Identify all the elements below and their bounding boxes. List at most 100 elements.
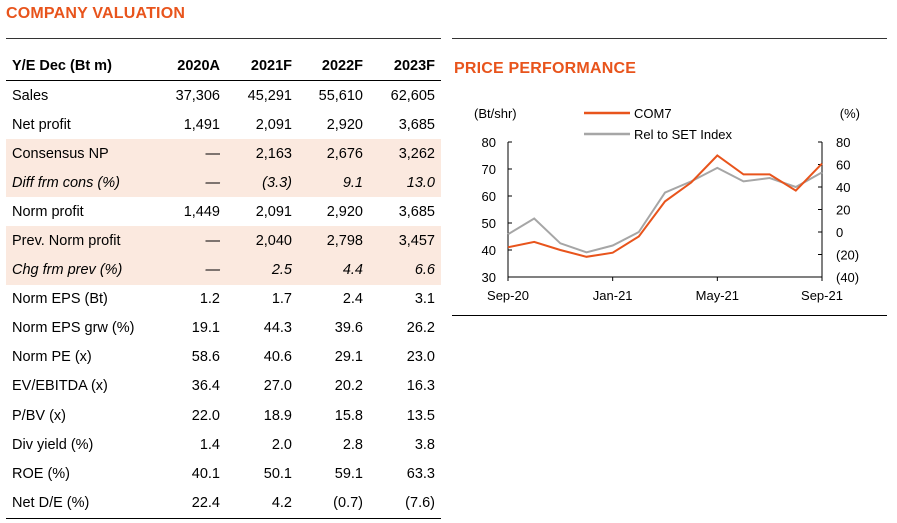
series-line-com7 bbox=[507, 154, 823, 258]
row-label: Net D/E (%) bbox=[12, 494, 90, 511]
row-label: Sales bbox=[12, 87, 49, 104]
row-label: Norm profit bbox=[12, 203, 84, 220]
row-label: Norm EPS grw (%) bbox=[12, 320, 135, 337]
header-label: Y/E Dec (Bt m) bbox=[12, 58, 112, 74]
x-tick-label: Jan-21 bbox=[593, 288, 633, 303]
row-label: P/BV (x) bbox=[12, 407, 66, 424]
header-2021F: 2021F bbox=[250, 58, 292, 74]
row-label: ROE (%) bbox=[12, 465, 70, 482]
y-left-tick-label: 70 bbox=[482, 162, 496, 177]
table-row: Diff frm cons (%) — (3.3) 9.1 13.0 bbox=[6, 168, 441, 198]
table-header-row: Y/E Dec (Bt m) 2020A 2021F 2022F 2023F bbox=[6, 52, 441, 81]
row-value-2022F: 15.8 bbox=[334, 407, 363, 424]
table-row: ROE (%) 40.1 50.1 59.1 63.3 bbox=[6, 459, 441, 488]
row-value-2022F: 2.8 bbox=[342, 436, 363, 453]
x-tick-label: May-21 bbox=[696, 288, 739, 303]
row-value-2021F: 40.6 bbox=[263, 349, 292, 366]
row-label: Prev. Norm profit bbox=[6, 226, 153, 256]
row-value-2022F: 2,920 bbox=[326, 203, 363, 220]
valuation-table: Y/E Dec (Bt m) 2020A 2021F 2022F 2023F S… bbox=[6, 52, 441, 517]
x-tick-label: Sep-21 bbox=[801, 288, 843, 303]
header-2022F: 2022F bbox=[321, 58, 363, 74]
row-value-2020A: 1.2 bbox=[199, 291, 220, 308]
table-row: EV/EBITDA (x) 36.4 27.0 20.2 16.3 bbox=[6, 372, 441, 401]
row-value-2023F: 26.2 bbox=[406, 320, 435, 337]
row-value-2022F: 39.6 bbox=[334, 320, 363, 337]
row-value-2023F: 3,457 bbox=[369, 226, 441, 256]
row-value-2020A: 1,491 bbox=[183, 116, 220, 133]
row-value-2020A: 1.4 bbox=[199, 436, 220, 453]
valuation-top-rule bbox=[6, 38, 441, 39]
table-row: Sales 37,306 45,291 55,610 62,605 bbox=[6, 81, 441, 111]
row-value-2021F: 2.0 bbox=[271, 436, 292, 453]
row-value-2020A: 37,306 bbox=[175, 87, 220, 104]
y-right-tick-label: (40) bbox=[836, 270, 859, 285]
table-row: Net profit 1,491 2,091 2,920 3,685 bbox=[6, 110, 441, 139]
table-row: Prev. Norm profit —2,040 2,798 3,457 bbox=[6, 226, 441, 256]
row-value-2021F: 44.3 bbox=[263, 320, 292, 337]
row-label: Norm PE (x) bbox=[12, 349, 92, 366]
price-chart: 30 40 50 60 70 80 (40) (20) 0 20 40 60 80 Sep-20 Jan-2… bbox=[474, 106, 860, 303]
y-right-tick-label: 60 bbox=[836, 158, 850, 173]
row-value-2020A: — bbox=[153, 255, 226, 285]
price-bottom-rule bbox=[452, 315, 887, 316]
y-right-tick-label: 80 bbox=[836, 135, 850, 150]
row-value-2022F: 59.1 bbox=[334, 465, 363, 482]
series-line-rel-to-set bbox=[507, 166, 823, 254]
row-value-2021F: 2,091 bbox=[255, 203, 292, 220]
valuation-title: COMPANY VALUATION bbox=[6, 5, 186, 22]
row-label: Div yield (%) bbox=[12, 436, 94, 453]
row-value-2020A: 22.4 bbox=[191, 494, 220, 511]
row-value-2020A: — bbox=[153, 226, 226, 256]
row-label: Consensus NP bbox=[6, 139, 153, 169]
row-value-2021F: 50.1 bbox=[263, 465, 292, 482]
y-right-tick-label: 40 bbox=[836, 180, 850, 195]
y-left-tick-label: 30 bbox=[482, 270, 496, 285]
table-row: Div yield (%) 1.4 2.0 2.8 3.8 bbox=[6, 430, 441, 459]
row-label: Chg frm prev (%) bbox=[6, 255, 153, 285]
row-value-2020A: — bbox=[153, 139, 226, 169]
row-value-2020A: 36.4 bbox=[191, 378, 220, 395]
table-row: Norm profit 1,449 2,091 2,920 3,685 bbox=[6, 197, 441, 226]
row-value-2022F: 4.4 bbox=[298, 255, 369, 285]
y-left-axis-label: (Bt/shr) bbox=[474, 106, 517, 121]
row-value-2020A: 22.0 bbox=[191, 407, 220, 424]
price-title: PRICE PERFORMANCE bbox=[454, 60, 637, 77]
row-value-2021F: 27.0 bbox=[263, 378, 292, 395]
row-value-2022F: 29.1 bbox=[334, 349, 363, 366]
row-value-2021F: 2,040 bbox=[226, 226, 298, 256]
row-value-2020A: 19.1 bbox=[191, 320, 220, 337]
row-value-2023F: 23.0 bbox=[406, 349, 435, 366]
row-value-2022F: 20.2 bbox=[334, 378, 363, 395]
row-value-2021F: 2,163 bbox=[226, 139, 298, 169]
y-right-tick-label: (20) bbox=[836, 248, 859, 263]
row-label: Diff frm cons (%) bbox=[6, 168, 153, 198]
row-value-2022F: 2,920 bbox=[326, 116, 363, 133]
legend-label: Rel to SET Index bbox=[634, 127, 733, 142]
row-value-2021F: 2.5 bbox=[226, 255, 298, 285]
y-right-tick-label: 0 bbox=[836, 225, 843, 240]
table-row: P/BV (x) 22.0 18.9 15.8 13.5 bbox=[6, 401, 441, 430]
row-value-2021F: 2,091 bbox=[255, 116, 292, 133]
table-row: Norm EPS grw (%) 19.1 44.3 39.6 26.2 bbox=[6, 314, 441, 343]
row-value-2020A: 1,449 bbox=[183, 203, 220, 220]
row-value-2023F: (7.6) bbox=[405, 494, 435, 511]
row-value-2023F: 3,262 bbox=[369, 139, 441, 169]
row-value-2022F: 2,676 bbox=[298, 139, 369, 169]
y-left-tick-label: 40 bbox=[482, 243, 496, 258]
table-row: Norm PE (x) 58.6 40.6 29.1 23.0 bbox=[6, 343, 441, 372]
row-value-2023F: 63.3 bbox=[406, 465, 435, 482]
row-value-2021F: 1.7 bbox=[271, 291, 292, 308]
header-2020A: 2020A bbox=[177, 58, 220, 74]
row-value-2020A: — bbox=[153, 168, 226, 198]
table-row: Consensus NP —2,163 2,676 3,262 bbox=[6, 139, 441, 169]
row-value-2021F: (3.3) bbox=[226, 168, 298, 198]
row-value-2022F: 55,610 bbox=[318, 87, 363, 104]
table-row: Norm EPS (Bt) 1.2 1.7 2.4 3.1 bbox=[6, 285, 441, 314]
row-value-2023F: 3.1 bbox=[414, 291, 435, 308]
row-value-2023F: 13.0 bbox=[369, 168, 441, 198]
row-value-2023F: 3,685 bbox=[398, 116, 435, 133]
row-value-2021F: 4.2 bbox=[271, 494, 292, 511]
y-left-tick-label: 80 bbox=[482, 135, 496, 150]
row-value-2022F: 9.1 bbox=[298, 168, 369, 198]
